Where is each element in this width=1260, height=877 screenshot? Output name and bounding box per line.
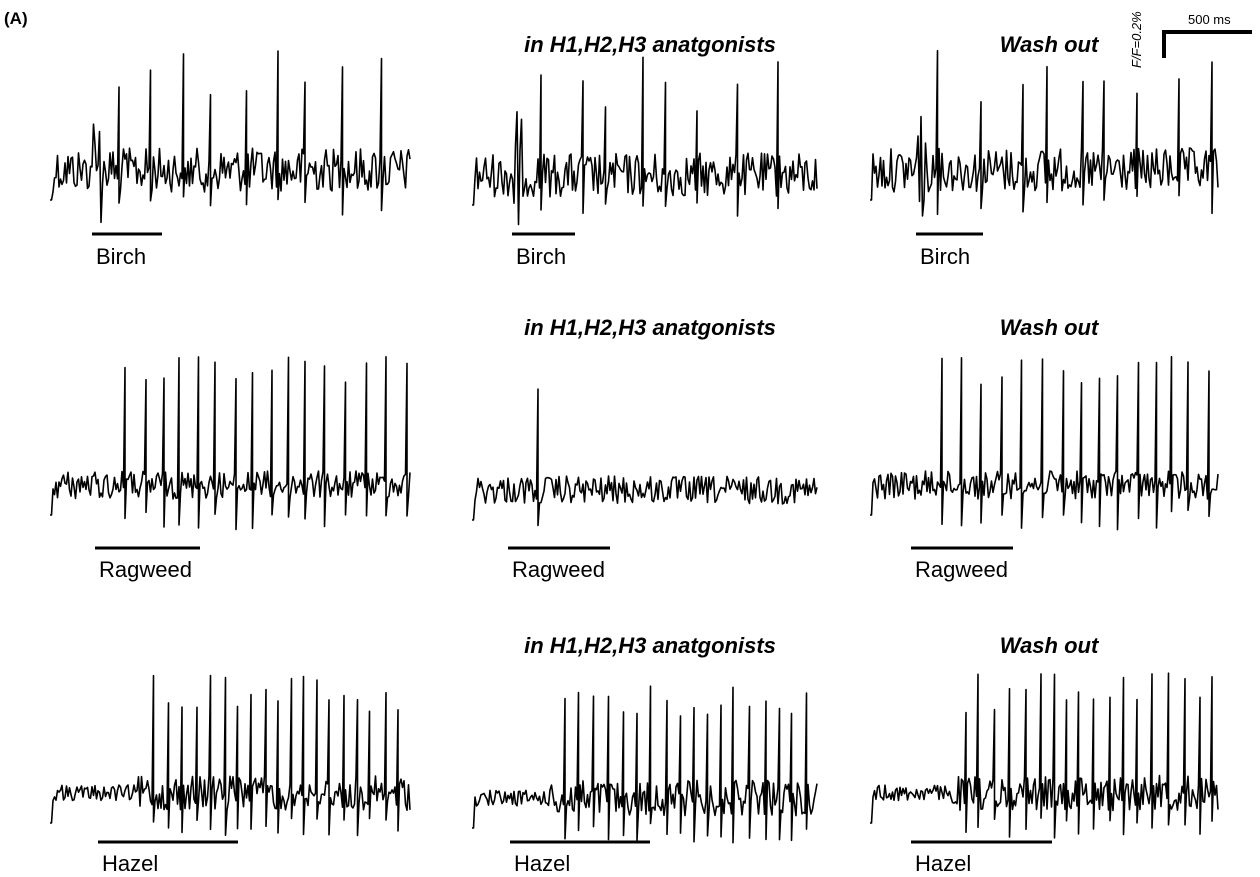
stimulus-label: Hazel <box>102 851 158 876</box>
panel-title: in H1,H2,H3 anatgonists <box>524 315 776 340</box>
panel-title: in H1,H2,H3 anatgonists <box>524 32 776 57</box>
scale-horizontal-label: 500 ms <box>1188 12 1231 27</box>
trace <box>50 355 411 531</box>
stimulus-label: Birch <box>96 244 146 269</box>
stimulus-label: Hazel <box>915 851 971 876</box>
trace <box>472 388 818 527</box>
trace <box>870 672 1219 839</box>
stimulus-label: Ragweed <box>915 557 1008 582</box>
scale-bar <box>1162 30 1252 58</box>
trace <box>870 49 1219 217</box>
panel-title: Wash out <box>1000 32 1100 57</box>
trace <box>870 355 1219 531</box>
stimulus-label: Ragweed <box>99 557 192 582</box>
stimulus-label: Ragweed <box>512 557 605 582</box>
panel-label: (A) <box>4 9 28 28</box>
panel-title: Wash out <box>1000 315 1100 340</box>
stimulus-label: Hazel <box>514 851 570 876</box>
trace <box>472 685 818 844</box>
trace <box>50 50 411 224</box>
scale-vertical-label: F/F=0.2% <box>1129 11 1144 68</box>
panel-title: Wash out <box>1000 633 1100 658</box>
panel-title: in H1,H2,H3 anatgonists <box>524 633 776 658</box>
stimulus-label: Birch <box>516 244 566 269</box>
trace <box>50 674 411 837</box>
stimulus-label: Birch <box>920 244 970 269</box>
trace <box>472 56 818 226</box>
